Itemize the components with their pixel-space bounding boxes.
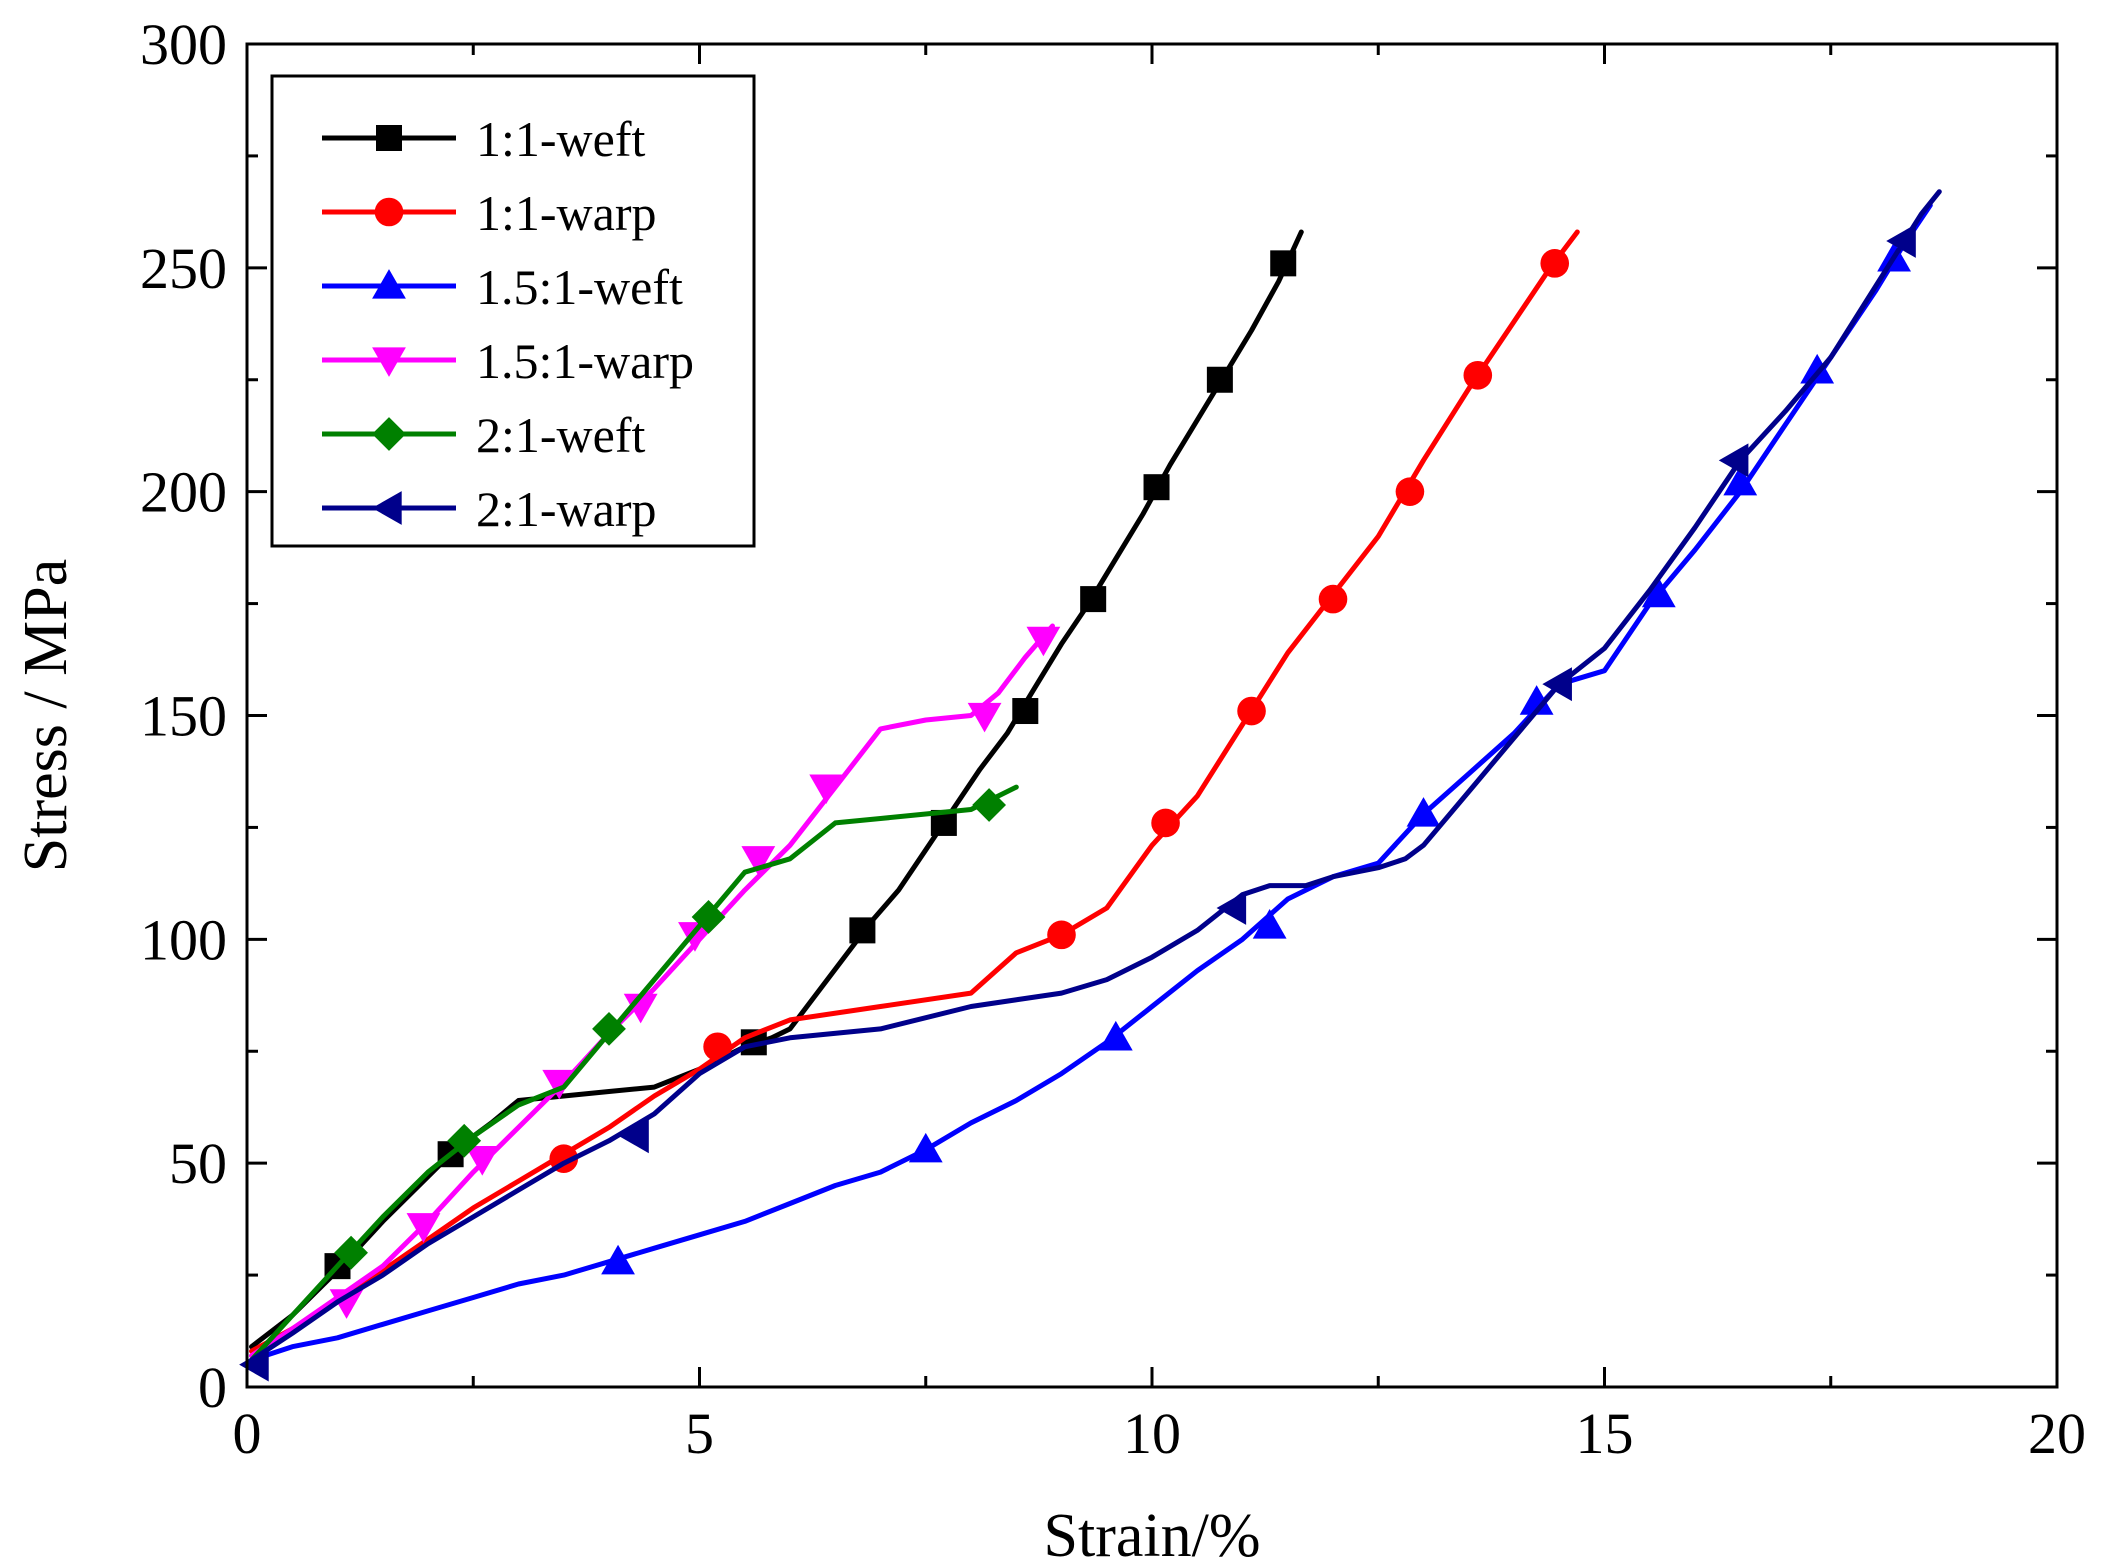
- data-point-2:1-weft-3: [691, 900, 726, 934]
- y-axis-title: Stress / MPa: [12, 559, 80, 872]
- data-point-1:1-weft-6: [1080, 586, 1107, 613]
- x-tick-label: 15: [1576, 1401, 1634, 1466]
- data-point-1:1-warp-7: [1463, 360, 1493, 390]
- data-point-1:1-warp-8: [1540, 249, 1570, 278]
- series-line-1:1-warp: [249, 229, 1580, 1354]
- data-point-1.5:1-warp-5: [678, 922, 712, 952]
- y-tick-label: 150: [140, 684, 227, 749]
- data-point-1.5:1-weft-6: [1641, 577, 1676, 608]
- data-point-1.5:1-warp-3: [542, 1069, 577, 1100]
- series-2:1-warp: [239, 189, 1942, 1382]
- series-1:1-warp: [249, 229, 1580, 1354]
- y-tick-label: 0: [198, 1355, 227, 1420]
- y-tick-label: 200: [140, 460, 227, 525]
- legend-marker-2:1-warp: [372, 491, 402, 525]
- series-2:1-weft: [249, 784, 1019, 1363]
- data-point-1:1-warp-1: [703, 1032, 732, 1062]
- data-point-1.5:1-warp-8: [967, 702, 1002, 733]
- data-point-1.5:1-warp-9: [1026, 626, 1061, 657]
- legend-label-1.5:1-weft: 1.5:1-weft: [476, 259, 683, 315]
- series-1.5:1-warp: [249, 623, 1061, 1359]
- legend-label-2:1-weft: 2:1-weft: [476, 407, 645, 463]
- y-tick-label: 300: [140, 12, 227, 77]
- legend-marker-1.5:1-weft: [372, 269, 406, 299]
- data-point-1:1-warp-2: [1047, 920, 1076, 950]
- data-point-1:1-warp-5: [1318, 584, 1348, 614]
- x-tick-label: 20: [2028, 1401, 2086, 1466]
- legend-label-1:1-weft: 1:1-weft: [476, 111, 645, 167]
- legend-label-1.5:1-warp: 1.5:1-warp: [476, 333, 694, 389]
- legend-label-2:1-warp: 2:1-warp: [476, 481, 657, 537]
- data-point-1.5:1-weft-8: [1800, 353, 1835, 384]
- legend-label-1:1-warp: 1:1-warp: [476, 185, 657, 241]
- axes-layer: 0 5 10 15 20050100150200250300Strain/%Stress…: [12, 12, 2086, 1563]
- data-point-1:1-weft-8: [1206, 366, 1233, 393]
- data-point-1:1-warp-3: [1151, 808, 1180, 838]
- data-point-2:1-warp-0: [239, 1347, 269, 1382]
- data-point-2:1-warp-1: [619, 1119, 649, 1154]
- series-layer: [239, 189, 1942, 1382]
- legend-marker-2:1-weft: [372, 417, 406, 451]
- data-point-1.5:1-weft-0: [601, 1244, 635, 1275]
- legend-marker-1.5:1-warp: [372, 347, 406, 377]
- data-point-2:1-warp-3: [1542, 667, 1572, 702]
- x-tick-label: 0: [233, 1401, 262, 1466]
- y-tick-label: 250: [140, 236, 227, 301]
- data-point-1.5:1-weft-2: [1098, 1020, 1133, 1051]
- data-point-2:1-warp-2: [1216, 891, 1247, 925]
- x-tick-label: 5: [685, 1401, 714, 1466]
- data-point-1.5:1-warp-1: [406, 1213, 441, 1243]
- data-point-2:1-weft-0: [334, 1235, 368, 1270]
- data-point-2:1-warp-5: [1886, 224, 1916, 258]
- legend-marker-1:1-warp: [374, 197, 404, 227]
- data-point-2:1-weft-4: [972, 788, 1006, 822]
- data-point-1:1-weft-3: [849, 917, 876, 944]
- data-point-1.5:1-weft-7: [1723, 465, 1758, 496]
- y-tick-label: 50: [169, 1131, 227, 1196]
- data-point-1:1-weft-9: [1270, 250, 1297, 277]
- data-point-2:1-weft-1: [447, 1123, 482, 1158]
- data-point-1.5:1-warp-4: [623, 993, 658, 1024]
- legend: 1:1-weft 1:1-warp 1.5:1-weft 1.5:1-warp 2:1-…: [270, 74, 756, 548]
- data-point-1.5:1-warp-0: [329, 1289, 364, 1319]
- data-point-2:1-warp-4: [1718, 443, 1749, 478]
- data-point-1.5:1-weft-3: [1252, 909, 1287, 939]
- data-point-1.5:1-weft-4: [1406, 797, 1441, 827]
- series-line-2:1-warp: [249, 189, 1942, 1363]
- data-point-1.5:1-weft-1: [908, 1132, 943, 1163]
- y-tick-label: 100: [140, 907, 227, 972]
- data-point-1.5:1-warp-6: [741, 846, 776, 876]
- data-point-1:1-weft-5: [1012, 698, 1039, 725]
- data-point-1:1-warp-6: [1395, 477, 1425, 506]
- data-point-1:1-weft-7: [1143, 474, 1170, 501]
- data-point-1.5:1-weft-5: [1519, 685, 1554, 715]
- data-point-1.5:1-warp-2: [465, 1146, 500, 1176]
- series-line-2:1-weft: [249, 784, 1019, 1363]
- data-point-2:1-weft-2: [592, 1011, 626, 1046]
- legend-marker-1:1-weft: [376, 125, 402, 151]
- data-point-1.5:1-warp-7: [809, 774, 844, 805]
- x-tick-label: 10: [1123, 1401, 1181, 1466]
- series-line-1.5:1-warp: [249, 623, 1055, 1359]
- data-point-1:1-warp-4: [1237, 696, 1266, 726]
- x-axis-title: Strain/%: [1044, 1502, 1261, 1563]
- legend-box: [270, 74, 756, 548]
